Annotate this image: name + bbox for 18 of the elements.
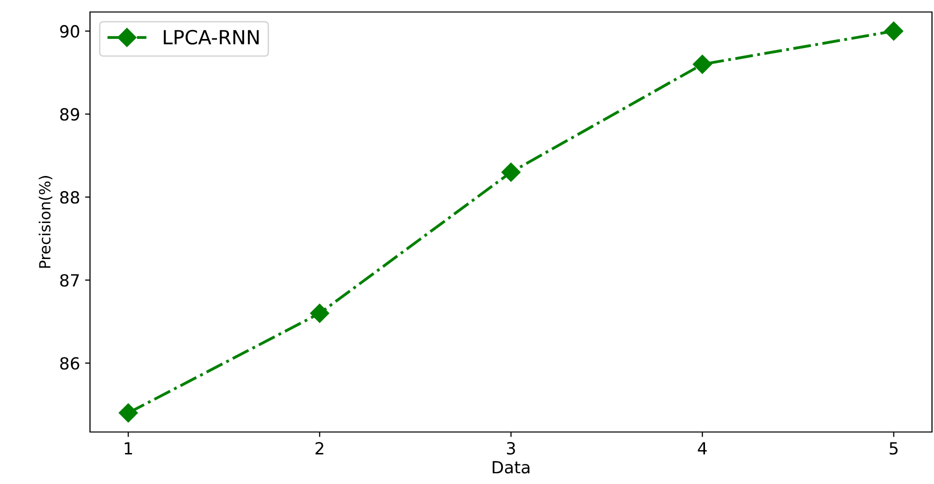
point [310, 304, 330, 323]
x-tick-label: 5 [890, 442, 898, 455]
point [884, 22, 904, 41]
x-axis-title: Data [492, 461, 530, 474]
y-tick-label: 88 [60, 191, 80, 204]
x-tick-label: 4 [698, 442, 707, 454]
y-axis-title: Precision(%) [38, 176, 52, 268]
y-tick-label: 89 [60, 108, 80, 121]
x-tick-label: 1 [124, 442, 132, 454]
x-tick-label: 3 [506, 442, 515, 455]
y-tick-label: 86 [60, 357, 80, 370]
point [501, 162, 521, 182]
legend-label: LPCA-RNN [164, 30, 259, 45]
y-tick-label: 87 [60, 274, 79, 287]
point [692, 54, 712, 74]
y-tick-label: 90 [60, 25, 80, 38]
x-tick-label: 2 [316, 442, 324, 454]
point [118, 403, 138, 422]
